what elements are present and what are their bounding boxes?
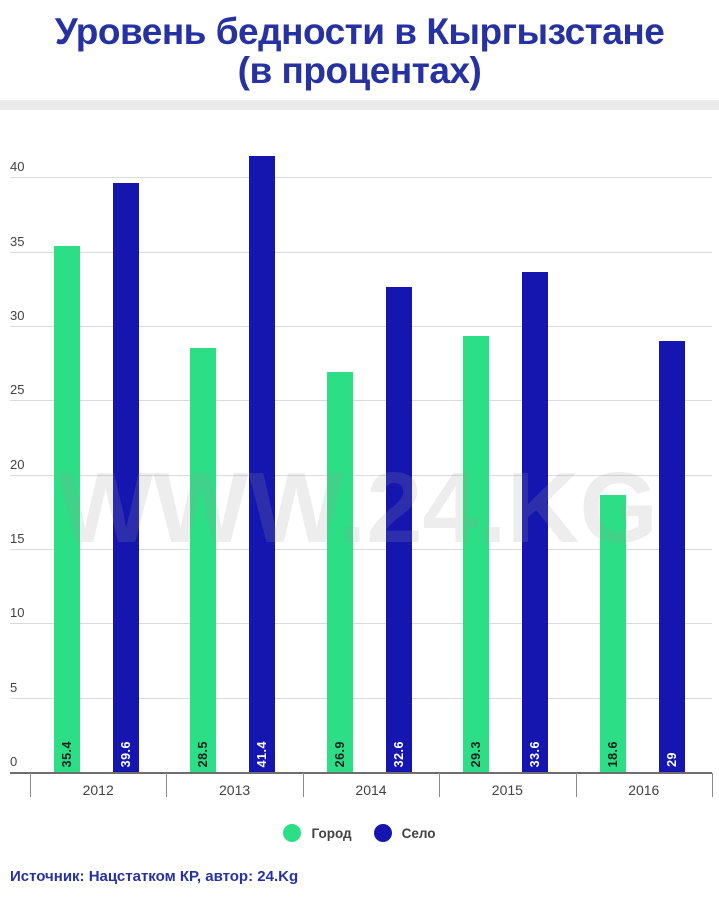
bar-chart: 0 5 10 15 20 25 30 35 40 35.4 39.6 28.5 41.4 26.9 32.… <box>0 110 719 810</box>
y-gridline <box>10 325 712 327</box>
y-axis-tick-label: 5 <box>10 679 18 695</box>
chart-title: Уровень бедности в Кыргызстане (в процен… <box>0 12 719 90</box>
x-axis-category-label: 2013 <box>219 782 251 798</box>
chart-title-line2: (в процентах) <box>237 50 482 91</box>
chart-legend: Город Село <box>0 820 719 846</box>
watermark-text: WWW.24.KG <box>58 452 658 564</box>
bar-value-label: 18.6 <box>605 740 620 767</box>
source-attribution: Источник: Нацстатком КР, автор: 24.Kg <box>10 868 299 885</box>
bar-value-label: 29 <box>664 752 679 767</box>
y-gridline <box>10 548 712 550</box>
y-axis-tick-label: 35 <box>10 233 25 249</box>
legend-label: Село <box>401 825 436 841</box>
y-gridline <box>10 697 712 699</box>
legend-label: Город <box>311 825 352 841</box>
bar-город-2015: 29.3 <box>463 336 490 772</box>
legend-item-город: Город <box>283 824 352 842</box>
bar-город-2013: 28.5 <box>190 348 217 772</box>
bar-value-label: 29.3 <box>469 740 484 767</box>
x-axis-tick <box>439 773 441 797</box>
chart-title-line1: Уровень бедности в Кыргызстане <box>54 11 665 52</box>
bar-value-label: 32.6 <box>391 740 406 767</box>
y-axis-tick-label: 0 <box>10 754 18 769</box>
bar-value-label: 26.9 <box>332 740 347 767</box>
y-gridline <box>10 251 712 253</box>
y-gridline <box>10 623 712 625</box>
bar-село-2013: 41.4 <box>249 156 276 772</box>
y-axis-tick-label: 10 <box>10 605 25 621</box>
bar-город-2016: 18.6 <box>599 495 626 772</box>
bar-город-2012: 35.4 <box>54 245 80 772</box>
legend-item-село: Село <box>373 824 436 842</box>
legend-swatch-icon <box>283 824 302 842</box>
x-axis-category-label: 2015 <box>491 782 523 798</box>
x-axis-tick <box>302 773 304 797</box>
bar-село-2014: 32.6 <box>385 287 412 772</box>
x-axis-tick <box>712 773 713 797</box>
y-gridline <box>10 474 712 476</box>
y-axis-tick-label: 40 <box>10 159 25 175</box>
x-axis-tick <box>575 773 577 797</box>
bar-value-label: 39.6 <box>119 740 133 767</box>
header-divider <box>0 100 719 110</box>
legend-swatch-icon <box>373 824 392 842</box>
y-gridline <box>10 400 712 402</box>
x-axis-tick <box>166 773 168 797</box>
y-axis-tick-label: 15 <box>10 530 25 546</box>
x-axis-category-label: 2016 <box>628 782 660 798</box>
bar-город-2014: 26.9 <box>326 371 353 772</box>
y-gridline <box>10 177 712 179</box>
bar-село-2016: 29 <box>658 340 685 772</box>
x-axis-tick <box>30 773 31 797</box>
bar-село-2012: 39.6 <box>113 183 139 772</box>
bar-value-label: 28.5 <box>196 740 211 767</box>
y-axis-tick-label: 25 <box>10 382 25 398</box>
x-axis-line <box>10 772 712 774</box>
x-axis-category-label: 2014 <box>355 782 387 798</box>
x-axis-category-label: 2012 <box>82 782 114 798</box>
y-axis-tick-label: 30 <box>10 307 25 323</box>
bar-value-label: 33.6 <box>528 740 543 767</box>
bar-value-label: 35.4 <box>60 740 74 767</box>
bar-value-label: 41.4 <box>255 740 270 767</box>
y-axis-tick-label: 20 <box>10 456 25 472</box>
bar-село-2015: 33.6 <box>522 272 549 772</box>
